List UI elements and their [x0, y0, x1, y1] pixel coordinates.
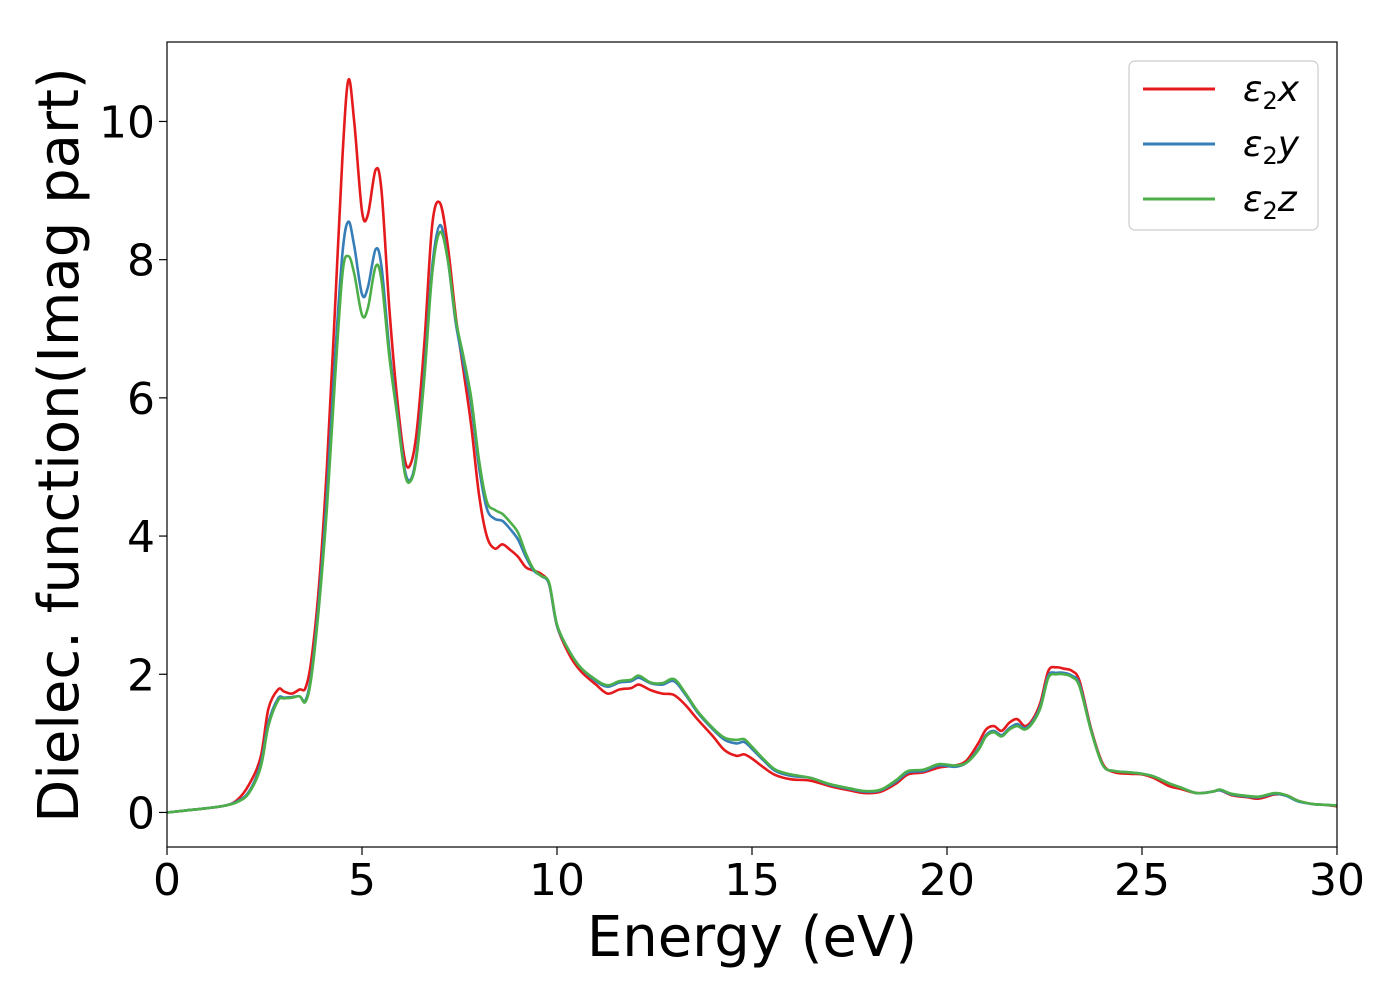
y-tick-label: 6: [127, 374, 155, 425]
legend-symbol: ε: [1243, 69, 1262, 110]
y-tick-label: 2: [127, 650, 155, 701]
x-tick-label: 20: [919, 855, 975, 906]
x-tick-label: 30: [1309, 855, 1365, 906]
x-tick-label: 15: [724, 855, 780, 906]
legend-subscript: 2: [1262, 87, 1277, 115]
series-layer: [167, 77, 1337, 814]
legend-symbol: ε: [1243, 179, 1262, 220]
x-tick-label: 10: [529, 855, 585, 906]
series-line-z: [167, 230, 1337, 814]
y-tick-label: 8: [127, 236, 155, 287]
x-tick-label: 0: [153, 855, 181, 906]
x-axis: 0 5 10 15 20 25 30: [153, 847, 1365, 906]
y-tick-label: 10: [99, 97, 155, 148]
legend-box: [1128, 60, 1319, 231]
legend-label-z: ε2z: [1243, 179, 1298, 225]
x-tick-label: 25: [1114, 855, 1170, 906]
legend-subscript: 2: [1262, 197, 1277, 225]
y-axis-title: Dielec. function(Imag part): [27, 67, 92, 823]
legend-subscript: 2: [1262, 142, 1277, 170]
legend-label-x: ε2x: [1243, 69, 1300, 115]
legend-symbol: ε: [1243, 124, 1262, 165]
legend-component: y: [1277, 124, 1300, 165]
x-axis-title: Energy (eV): [587, 905, 917, 970]
legend-component: x: [1277, 69, 1300, 110]
y-tick-label: 0: [127, 788, 155, 839]
x-tick-label: 5: [348, 855, 376, 906]
legend-label-y: ε2y: [1243, 124, 1300, 170]
legend-component: z: [1277, 179, 1298, 220]
y-tick-label: 4: [127, 512, 155, 563]
y-axis: 0 2 4 6 8 10: [99, 97, 167, 839]
